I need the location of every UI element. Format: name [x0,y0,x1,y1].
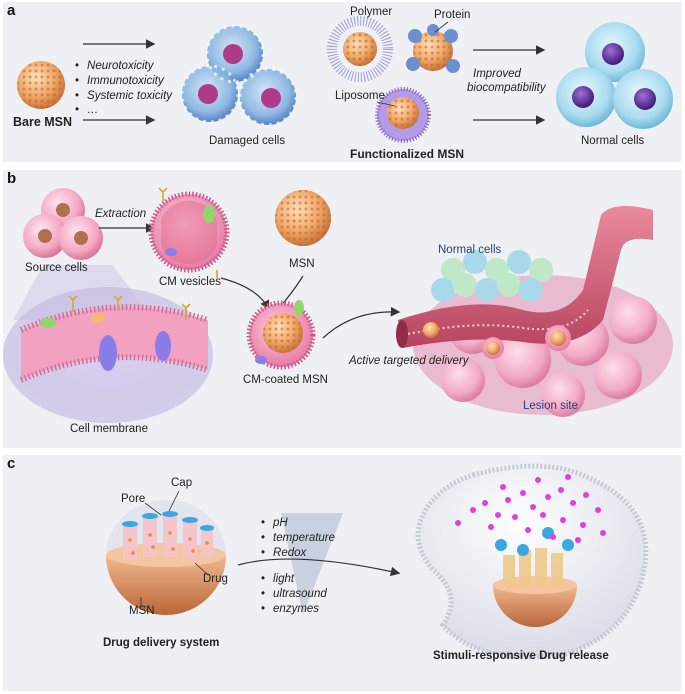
cell-membrane-image [3,287,213,423]
bare-msn-particle [17,61,65,109]
stimulus-redox: Redox [261,547,306,559]
toxicity-item-3: Systemic toxicity [75,90,172,102]
toxicity-item-2: Immunotoxicity [75,75,164,87]
cm-coated-msn-image [246,300,316,370]
release-arrow [237,558,401,577]
toxicity-item-1: Neurotoxicity [75,60,153,72]
cm-vesicles-label: CM vesicles [159,276,221,288]
pore-pointer [144,502,162,516]
drug-pointer [194,562,209,576]
polymer-msn [327,16,393,82]
normal-cells-label-b: Normal cells [438,244,502,256]
drug-label: Drug [203,573,228,585]
stimuli-release-image [415,463,649,660]
damaged-cells-label: Damaged cells [209,135,286,147]
stimulus-ph: pH [261,517,288,529]
panel-a-label: a [7,2,16,19]
liposome-msn [375,87,431,143]
stimulus-light: light [261,573,294,585]
vessel-msn-3 [545,325,571,351]
source-cells-label: Source cells [25,262,88,274]
panel-b-illustration [3,187,673,423]
normal-cells-image [556,22,673,129]
cap-pointer [168,490,180,512]
delivery-arrow [322,306,401,339]
blood-vessel-image [396,206,653,359]
drug-delivery-system-image [106,500,226,615]
stimulus-temperature: temperature [261,532,335,544]
extraction-label: Extraction [95,208,147,220]
bare-msn-label: Bare MSN [13,115,73,129]
panel-b: b Source cells Extraction CM vesicles MS… [3,170,682,448]
drug-delivery-system-label: Drug delivery system [103,637,220,649]
protein-label: Protein [434,9,471,21]
polymer-label: Polymer [350,6,393,18]
vessel-msn-2 [482,337,504,359]
stimulus-enzymes: enzymes [261,603,319,615]
source-cells-image [23,188,103,260]
liposome-pointer [376,101,396,107]
lesion-site-label: Lesion site [523,400,578,412]
cm-vesicle-image [148,187,230,278]
normal-cells-cluster [431,250,553,302]
stimulus-ultrasound: ultrasound [261,588,327,600]
damaged-cells-image [180,24,298,127]
msn-label-b: MSN [289,258,315,270]
vessel-msn-1 [423,322,439,338]
toxicity-item-4: … [75,104,99,116]
released-drug-particles [455,474,606,543]
protein-pointer [434,21,449,33]
pore-label: Pore [121,493,146,505]
msn-particle-b [275,190,331,246]
panel-c-label: c [7,455,16,472]
panel-a: a Bare MSN Neurotoxicity Immunotoxicity … [3,2,682,162]
protein-msn [406,24,460,73]
panel-c: c Cap Pore Drug MSN Drug delivery system… [3,455,682,691]
stimuli-release-label: Stimuli-responsive Drug release [433,650,609,662]
panel-a-illustration [17,16,673,143]
cell-membrane-label: Cell membrane [70,423,148,435]
vesicle-to-coated-arrow [220,277,270,311]
cap-label: Cap [171,477,193,489]
msn-label-c: MSN [129,605,155,617]
normal-cells-label: Normal cells [581,135,645,147]
active-targeted-delivery-label: Active targeted delivery [349,355,469,367]
functionalized-msn-label: Functionalized MSN [350,147,464,161]
panel-b-label: b [7,170,17,187]
liposome-label: Liposome [335,90,385,102]
improved-label: Improved [473,68,521,80]
biocompatibility-label: biocompatibility [467,82,546,94]
cm-coated-msn-label: CM-coated MSN [243,374,328,386]
